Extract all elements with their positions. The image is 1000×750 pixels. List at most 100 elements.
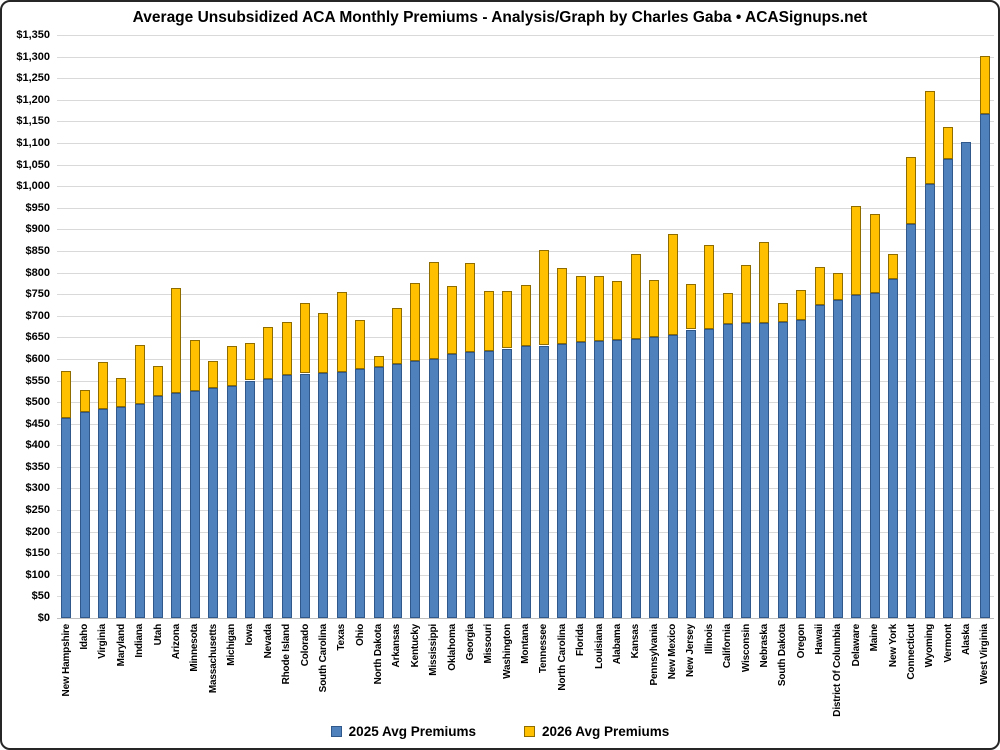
bar-2026-north-carolina [557,267,568,345]
bar-2025-virginia [97,409,108,618]
x-label-georgia: Georgia [464,624,476,661]
bar-2025-new-jersey [685,329,696,618]
bar-2026-new-york [888,253,898,279]
x-label-illinois: Illinois [703,624,715,655]
bar-2026-wisconsin [741,264,751,323]
bar-2026-iowa [244,342,255,381]
bar-2025-mississippi [428,358,439,618]
x-label-texas: Texas [336,624,348,651]
bar-2025-alaska [961,141,972,618]
bar-2025-delaware [851,295,862,618]
bar-2025-pennsylvania [649,336,660,618]
bar-2025-alabama [612,339,623,618]
y-tick-label: $750 [25,288,50,301]
gridline [57,186,994,188]
y-tick-label: $200 [25,525,50,538]
y-tick-label: $500 [25,396,50,409]
bar-2025-minnesota [189,390,200,618]
y-tick-label: $700 [25,309,50,322]
bar-2026-kansas [630,253,641,339]
x-label-kansas: Kansas [630,624,642,659]
x-label-virginia: Virginia [97,624,109,659]
x-label-florida: Florida [575,624,587,656]
y-tick-label: $600 [25,352,50,365]
bar-2026-indiana [134,344,145,404]
bar-2026-maryland [116,378,127,408]
x-label-west-virginia: West Virginia [979,624,991,685]
bar-2026-new-mexico [667,234,678,335]
x-label-new-hampshire: New Hampshire [60,624,72,697]
bar-2026-minnesota [189,339,200,391]
bar-2025-maine [869,292,880,618]
bar-2026-illinois [704,244,715,329]
bar-2025-indiana [134,403,145,618]
x-label-oregon: Oregon [795,624,807,659]
x-label-maryland: Maryland [115,624,127,667]
bar-2025-michigan [226,386,237,618]
y-tick-label: $100 [25,568,50,581]
bar-2026-ohio [355,320,366,370]
x-label-south-carolina: South Carolina [317,624,329,693]
bar-2026-south-dakota [777,302,788,322]
bar-2025-south-carolina [318,372,329,618]
bar-2025-colorado [300,373,310,618]
y-tick-label: $1,150 [16,115,50,128]
bar-2025-oregon [796,319,807,618]
bar-2026-washington [502,291,513,349]
x-label-colorado: Colorado [299,624,311,667]
bar-2026-oregon [796,289,807,320]
bar-2025-arizona [171,393,182,618]
bar-2026-idaho [79,389,90,413]
bar-2025-new-mexico [667,334,678,618]
x-label-indiana: Indiana [134,624,146,658]
bar-2025-washington [502,348,513,618]
x-label-idaho: Idaho [79,624,91,650]
bar-2026-hawaii [814,267,825,305]
bar-2026-maine [869,213,880,293]
bar-2025-utah [153,396,163,618]
x-label-nebraska: Nebraska [758,624,770,668]
bar-2025-nevada [263,379,274,618]
bar-2025-connecticut [906,223,917,618]
x-label-south-dakota: South Dakota [777,624,789,687]
bar-2025-iowa [244,380,255,618]
y-tick-label: $450 [25,417,50,430]
y-tick-label: $650 [25,331,50,344]
bar-2026-connecticut [906,156,917,224]
bar-2026-new-hampshire [61,371,72,418]
bar-2026-california [722,293,733,324]
bar-2025-north-carolina [557,344,568,618]
bar-2026-new-jersey [685,283,696,330]
bar-2025-maryland [116,407,127,618]
chart-title: Average Unsubsidized ACA Monthly Premium… [132,9,868,26]
x-label-washington: Washington [501,624,513,679]
bar-2026-utah [153,365,163,396]
gridline [57,35,994,36]
bar-2025-tennessee [538,345,549,618]
x-label-nevada: Nevada [262,624,274,659]
bar-2025-new-york [888,278,898,618]
y-tick-label: $800 [25,266,50,279]
x-label-wyoming: Wyoming [924,624,936,668]
bar-2026-georgia [465,262,476,352]
bar-2025-kansas [630,339,641,618]
gridline [57,78,994,80]
legend-swatch-2026-icon [524,726,535,737]
gridline [57,99,994,101]
bar-2026-delaware [851,205,862,296]
x-label-montana: Montana [520,624,531,664]
y-tick-label: $1,050 [16,158,50,171]
legend-item-2026: 2026 Avg Premiums [524,724,669,739]
x-label-arizona: Arizona [170,624,182,660]
x-label-utah: Utah [152,624,164,646]
gridline [57,121,994,123]
bar-2025-nebraska [759,322,770,618]
x-label-kentucky: Kentucky [409,624,421,668]
bar-2026-south-carolina [318,312,329,373]
bar-2025-district-of-columbia [832,300,843,618]
bar-2026-massachusetts [208,360,219,389]
x-label-alabama: Alabama [611,624,623,665]
bar-2025-louisiana [594,341,604,618]
y-tick-label: $1,000 [16,180,50,193]
x-label-california: California [722,624,734,669]
